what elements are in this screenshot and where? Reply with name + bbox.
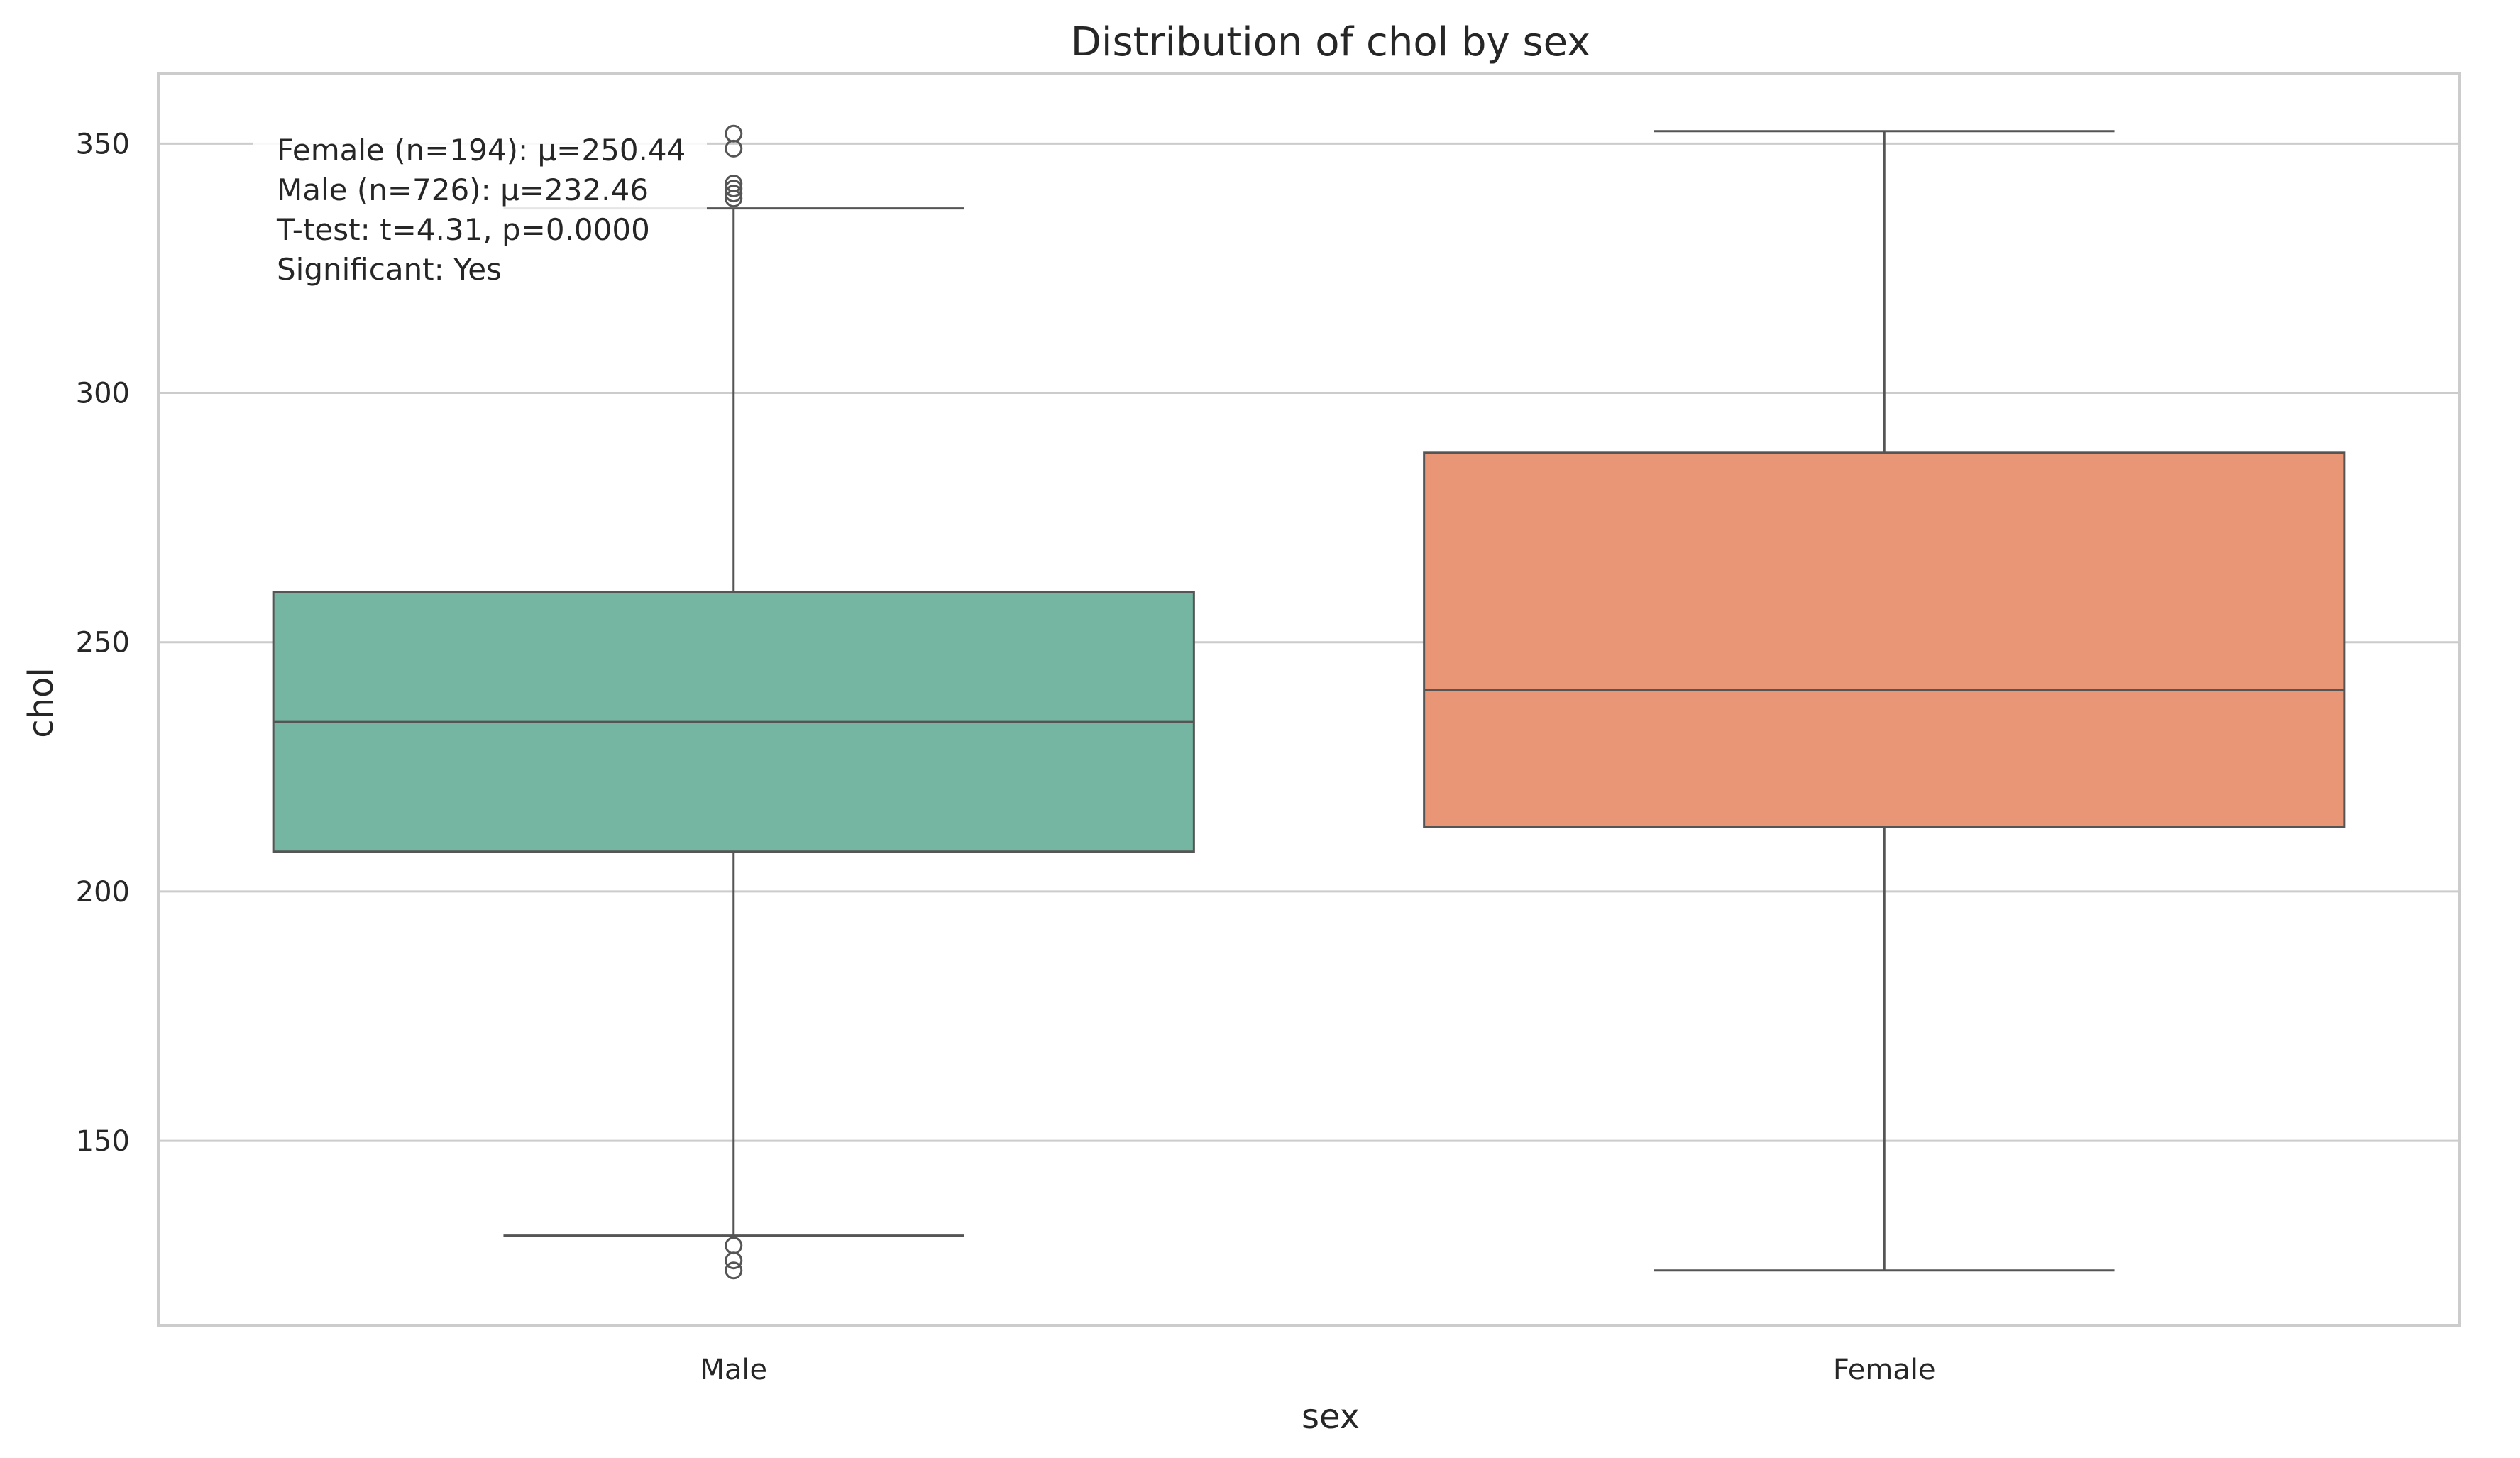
outlier-point	[725, 180, 743, 198]
x-tick-label: Male	[700, 1354, 767, 1386]
plot-frame	[157, 72, 2461, 1327]
y-axis-label: chol	[21, 667, 61, 738]
x-tick-label: Female	[1833, 1354, 1936, 1386]
y-tick-label: 300	[76, 378, 130, 410]
y-tick-label: 250	[76, 627, 130, 659]
outlier-point	[725, 1261, 743, 1280]
y-tick-label: 200	[76, 876, 130, 909]
chart-title: Distribution of chol by sex	[1071, 19, 1590, 65]
y-tick-label: 350	[76, 128, 130, 160]
box-iqr	[1423, 451, 2346, 828]
box-female	[1423, 130, 2346, 1272]
ticks: 150 200 250 300 350 Male Female	[76, 128, 1936, 1386]
annotation-line: T-test: t=4.31, p=0.0000	[276, 212, 650, 247]
annotation-line: Female (n=194): μ=250.44	[277, 133, 686, 168]
outlier-point	[725, 190, 743, 208]
boxes	[272, 124, 2346, 1280]
annotation-line: Male (n=726): μ=232.46	[277, 172, 649, 207]
outlier-point	[725, 139, 743, 158]
outlier-point	[725, 185, 743, 203]
x-axis-label: sex	[1302, 1397, 1360, 1437]
annotation-line: Significant: Yes	[277, 252, 502, 287]
stats-annotation: Female (n=194): μ=250.44 Male (n=726): μ=…	[253, 98, 707, 287]
annotation-background	[253, 98, 707, 277]
y-tick-label: 150	[76, 1125, 130, 1158]
outlier-point	[725, 1251, 743, 1270]
